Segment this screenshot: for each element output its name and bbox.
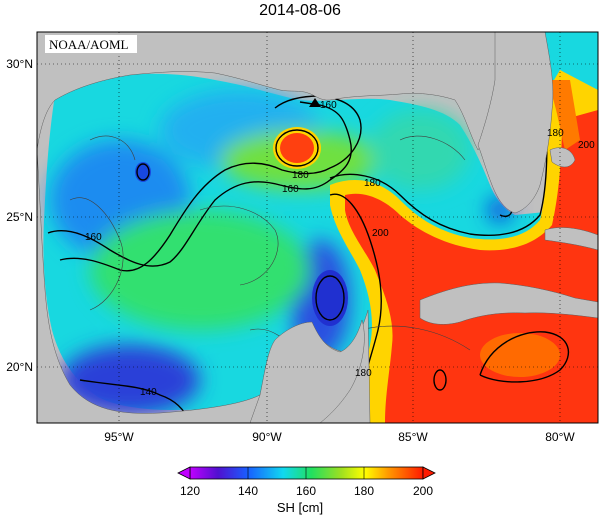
map-title: 2014-08-06: [259, 2, 341, 19]
lat-label: 30°N: [6, 57, 33, 71]
lon-label: 95°W: [104, 430, 134, 444]
bahamas: [549, 147, 576, 168]
colorbar-tick: 120: [180, 484, 200, 498]
station-marker: [309, 98, 321, 107]
contour-label: 140: [140, 387, 157, 398]
plot-frame: [36, 31, 599, 424]
yucatan-peninsula: [249, 319, 365, 423]
contour-label: 180: [355, 368, 372, 379]
colorbar-tick: 180: [354, 484, 374, 498]
florida-peninsula: [477, 32, 554, 214]
contour-180: [59, 95, 362, 272]
colorbar-tick: 160: [296, 484, 316, 498]
contour-label: 180: [292, 170, 309, 181]
contour-label: 160: [85, 232, 102, 243]
colorbar-units-label: SH [cm]: [276, 500, 324, 515]
lat-label: 20°N: [6, 360, 33, 374]
contour-label: 160: [320, 100, 337, 111]
contour-label: 180: [547, 128, 564, 139]
contour-label: 160: [282, 184, 299, 195]
cuba: [419, 282, 598, 325]
cold-eddy: [312, 270, 348, 326]
credit-badge: [45, 35, 137, 53]
contour-label: 200: [372, 228, 389, 239]
colorbar-tick: 200: [413, 484, 433, 498]
credit-label: NOAA/AOML: [49, 37, 129, 52]
lon-label: 90°W: [252, 430, 282, 444]
colorbar: 120 140 160 180 200: [177, 466, 436, 498]
lat-label: 25°N: [6, 210, 33, 224]
contour-label: 200: [578, 140, 595, 151]
colorbar-tick: 140: [238, 484, 258, 498]
contour-label: 180: [364, 178, 381, 189]
contour-160: [47, 101, 352, 267]
lon-label: 85°W: [398, 430, 428, 444]
lon-label: 80°W: [545, 430, 575, 444]
